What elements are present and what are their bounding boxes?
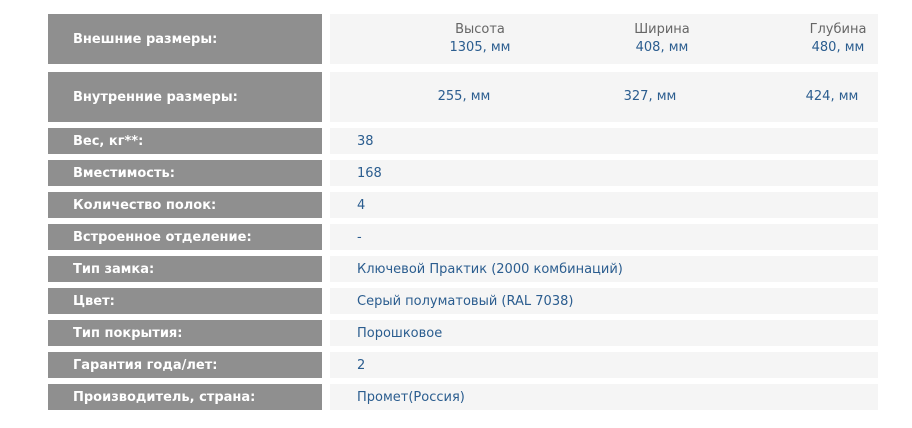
spec-row: Вместимость: 168 (48, 160, 878, 186)
dim-value: 1305, мм (449, 40, 511, 55)
row-value: Серый полуматовый (RAL 7038) (330, 288, 878, 314)
row-label: Внутренние размеры: (48, 72, 322, 122)
row-label: Встроенное отделение: (48, 224, 322, 250)
spec-row: Тип покрытия: Порошковое (48, 320, 878, 346)
dim-value: 327, мм (623, 89, 677, 104)
spec-row: Производитель, страна: Промет(Россия) (48, 384, 878, 410)
height-cell: Высота 1305, мм (410, 21, 550, 57)
row-value: 255, мм 327, мм 424, мм (330, 72, 878, 122)
row-value: Высота 1305, мм Ширина 408, мм Глубина 480,… (330, 14, 878, 64)
row-label: Гарантия года/лет: (48, 352, 322, 378)
spec-row: Вес, кг**: 38 (48, 128, 878, 154)
row-value: 2 (330, 352, 878, 378)
spec-row: Цвет: Серый полуматовый (RAL 7038) (48, 288, 878, 314)
inner-dimensions-row: Внутренние размеры: 255, мм 327, мм 424,… (48, 72, 878, 122)
row-value: Порошковое (330, 320, 878, 346)
row-value: Ключевой Практик (2000 комбинаций) (330, 256, 878, 282)
depth-cell: Глубина 480, мм (768, 21, 908, 57)
outer-dimensions-row: Внешние размеры: Высота 1305, мм Ширина 40… (48, 14, 878, 64)
row-label: Тип покрытия: (48, 320, 322, 346)
spec-row: Количество полок: 4 (48, 192, 878, 218)
dim-value: 424, мм (805, 89, 859, 104)
row-label: Тип замка: (48, 256, 322, 282)
spec-row: Гарантия года/лет: 2 (48, 352, 878, 378)
row-label: Производитель, страна: (48, 384, 322, 410)
spec-row: Тип замка: Ключевой Практик (2000 комбина… (48, 256, 878, 282)
dim-header: Глубина (809, 22, 867, 37)
spec-row: Встроенное отделение: - (48, 224, 878, 250)
row-value: 38 (330, 128, 878, 154)
row-label: Цвет: (48, 288, 322, 314)
row-label: Количество полок: (48, 192, 322, 218)
dim-value: 408, мм (635, 40, 689, 55)
dim-value: 480, мм (811, 40, 865, 55)
dim-header: Высота (455, 22, 505, 37)
row-label: Вместимость: (48, 160, 322, 186)
row-value: 168 (330, 160, 878, 186)
row-label: Вес, кг**: (48, 128, 322, 154)
row-value: Промет(Россия) (330, 384, 878, 410)
width-cell: Ширина 408, мм (592, 21, 732, 57)
row-value: - (330, 224, 878, 250)
dim-value: 255, мм (437, 89, 491, 104)
row-label: Внешние размеры: (48, 14, 322, 64)
dim-header: Ширина (634, 22, 690, 37)
row-value: 4 (330, 192, 878, 218)
